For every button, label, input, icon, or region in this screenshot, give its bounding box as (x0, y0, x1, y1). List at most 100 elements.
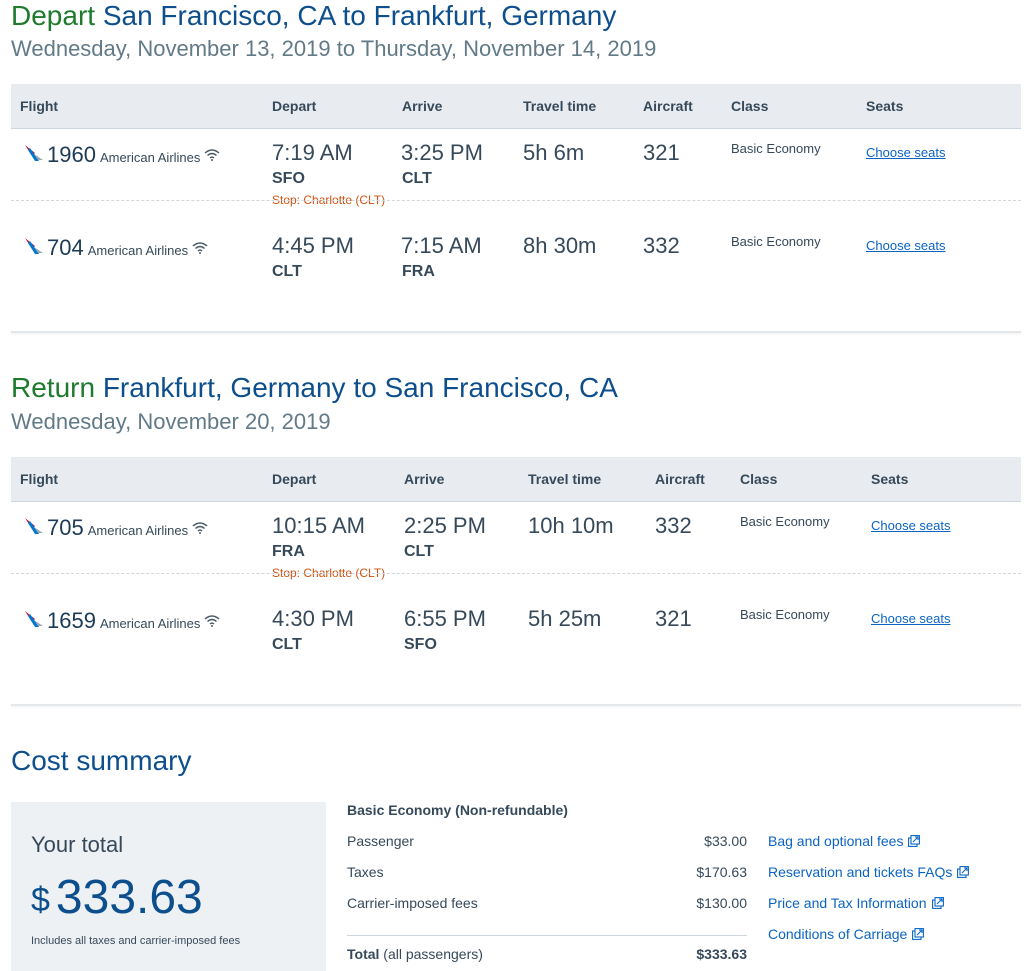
travel-time: 8h 30m (523, 233, 597, 258)
wifi-icon (204, 148, 220, 161)
travel-time: 5h 6m (523, 140, 585, 165)
american-airlines-logo-icon (25, 611, 43, 627)
fare-line-value: $130.00 (696, 895, 747, 911)
section-divider (11, 331, 1021, 333)
airline-name: American Airlines (87, 243, 189, 258)
airline-name: American Airlines (99, 150, 201, 165)
choose-seats-link[interactable]: Choose seats (866, 145, 946, 160)
fare-total-label-bold: Total (347, 946, 380, 962)
arrive-airport-code: SFO (404, 636, 437, 653)
column-aircraft: Aircraft (655, 471, 705, 487)
depart-dates: Wednesday, November 13, 2019 to Thursday… (11, 36, 657, 61)
aircraft-type: 332 (655, 513, 692, 538)
flight-row: 704 American Airlines 4:45 PM CLT 7:15 AM… (11, 221, 1021, 313)
depart-airport-code: FRA (272, 543, 305, 560)
flight-row: 705 American Airlines 10:15 AM FRA Stop: … (11, 501, 1021, 593)
airline-name: American Airlines (87, 523, 189, 538)
arrive-time: 2:25 PM (404, 513, 486, 538)
return-table-header: Flight Depart Arrive Travel time Aircraf… (11, 457, 1021, 502)
flight-number: 705 American Airlines (47, 515, 208, 541)
travel-time: 5h 25m (528, 606, 602, 631)
depart-airport-code: CLT (272, 263, 302, 280)
fare-class: Basic Economy (731, 234, 821, 249)
depart-airport-code: SFO (272, 170, 305, 187)
flight-row: 1659 American Airlines 4:30 PM CLT 6:55 P… (11, 594, 1021, 686)
fare-line-passenger: Passenger $33.00 (347, 833, 747, 853)
link-label[interactable]: Price and Tax Information (768, 895, 927, 911)
flight-number: 704 American Airlines (47, 235, 208, 261)
link-label[interactable]: Bag and optional fees (768, 833, 904, 849)
link-label[interactable]: Conditions of Carriage (768, 926, 908, 942)
cost-summary-title: Cost summary (11, 745, 192, 776)
depart-table-header: Flight Depart Arrive Travel time Aircraf… (11, 84, 1021, 129)
travel-time: 10h 10m (528, 513, 614, 538)
aircraft-type: 332 (643, 233, 680, 258)
fare-class: Basic Economy (731, 141, 821, 156)
fare-total-qualifier: (all passengers) (383, 946, 483, 962)
depart-airport-code: CLT (272, 636, 302, 653)
depart-heading: Depart San Francisco, CA to Frankfurt, G… (11, 0, 616, 32)
depart-time: 7:19 AM (272, 140, 353, 165)
fare-total-value: $333.63 (696, 946, 747, 962)
american-airlines-logo-icon (25, 145, 43, 161)
aircraft-type: 321 (655, 606, 692, 631)
fare-total-label: Total (all passengers) (347, 946, 483, 962)
wifi-icon (192, 241, 208, 254)
arrive-airport-code: CLT (402, 170, 432, 187)
arrive-time: 7:15 AM (401, 233, 482, 258)
bag-fees-link[interactable]: Bag and optional fees (768, 833, 921, 849)
column-flight: Flight (20, 471, 59, 487)
choose-seats-link[interactable]: Choose seats (871, 611, 951, 626)
column-arrive: Arrive (402, 98, 443, 114)
row-divider (11, 200, 1021, 201)
column-depart: Depart (272, 471, 317, 487)
external-link-icon (908, 835, 921, 848)
choose-seats-link[interactable]: Choose seats (866, 238, 946, 253)
section-divider (11, 704, 1021, 706)
flight-number-value: 705 (47, 515, 84, 540)
total-amount-value: 333.63 (55, 871, 203, 924)
column-seats: Seats (871, 471, 909, 487)
arrive-time: 6:55 PM (404, 606, 486, 631)
depart-label: Depart (11, 0, 96, 31)
your-total-label: Your total (31, 832, 124, 857)
column-class: Class (731, 98, 769, 114)
link-label[interactable]: Reservation and tickets FAQs (768, 864, 953, 880)
fare-type-title: Basic Economy (Non-refundable) (347, 802, 568, 818)
fare-line-value: $33.00 (704, 833, 747, 849)
total-amount: $333.63 (31, 870, 203, 930)
american-airlines-logo-icon (25, 238, 43, 254)
airline-name: American Airlines (99, 616, 201, 631)
depart-time: 4:45 PM (272, 233, 354, 258)
column-depart: Depart (272, 98, 317, 114)
reservation-faqs-link[interactable]: Reservation and tickets FAQs (768, 864, 970, 880)
american-airlines-logo-icon (25, 518, 43, 534)
return-dates: Wednesday, November 20, 2019 (11, 409, 331, 434)
external-link-icon (957, 866, 970, 879)
choose-seats-link[interactable]: Choose seats (871, 518, 951, 533)
return-label: Return (11, 372, 96, 403)
fare-class: Basic Economy (740, 607, 830, 622)
arrive-airport-code: FRA (402, 263, 435, 280)
flight-number-value: 1659 (47, 608, 96, 633)
external-link-icon (912, 928, 925, 941)
column-seats: Seats (866, 98, 904, 114)
total-note: Includes all taxes and carrier-imposed f… (31, 935, 241, 947)
price-tax-info-link[interactable]: Price and Tax Information (768, 895, 944, 911)
depart-route: San Francisco, CA to Frankfurt, Germany (102, 0, 617, 31)
flight-row: 1960 American Airlines 7:19 AM SFO Stop: … (11, 128, 1021, 220)
row-divider (11, 573, 1021, 574)
fare-total-line: Total (all passengers) $333.63 (347, 946, 747, 966)
column-travel-time: Travel time (528, 471, 602, 487)
aircraft-type: 321 (643, 140, 680, 165)
depart-time: 4:30 PM (272, 606, 354, 631)
column-travel-time: Travel time (523, 98, 597, 114)
total-panel: Your total $333.63 Includes all taxes an… (11, 802, 326, 971)
flight-number: 1960 American Airlines (47, 142, 220, 168)
conditions-of-carriage-link[interactable]: Conditions of Carriage (768, 926, 925, 942)
depart-time: 10:15 AM (272, 513, 365, 538)
flight-number-value: 1960 (47, 142, 96, 167)
fare-class: Basic Economy (740, 514, 830, 529)
column-class: Class (740, 471, 778, 487)
fare-line-label: Passenger (347, 833, 414, 849)
